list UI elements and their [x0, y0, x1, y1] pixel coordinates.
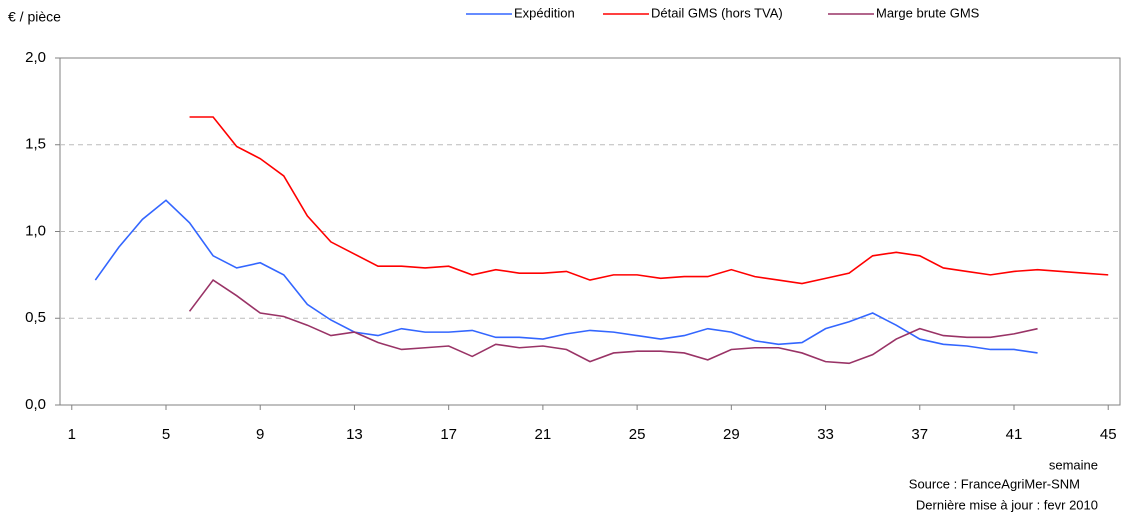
- series-line: [188, 278, 1038, 365]
- x-tick-label: 41: [1006, 426, 1023, 443]
- y-tick-label: 1,0: [25, 222, 46, 239]
- x-tick-label: 29: [723, 426, 740, 443]
- x-tick-label: 25: [629, 426, 646, 443]
- x-axis-label: semaine: [1049, 457, 1098, 472]
- update-note: Dernière mise à jour : fevr 2010: [916, 497, 1098, 512]
- y-tick-label: 1,5: [25, 136, 46, 153]
- x-tick-label: 37: [911, 426, 928, 443]
- x-tick-label: 1: [68, 426, 76, 443]
- legend-label: Expédition: [514, 5, 575, 20]
- x-tick-label: 13: [346, 426, 363, 443]
- x-tick-label: 33: [817, 426, 834, 443]
- legend-label: Détail GMS (hors TVA): [651, 5, 783, 20]
- x-tick-label: 21: [535, 426, 552, 443]
- y-tick-label: 2,0: [25, 49, 46, 66]
- legend-label: Marge brute GMS: [876, 5, 980, 20]
- y-tick-label: 0,0: [25, 396, 46, 413]
- x-tick-label: 9: [256, 426, 264, 443]
- source: Source : FranceAgriMer-SNM: [909, 476, 1080, 491]
- x-tick-label: 17: [440, 426, 457, 443]
- y-axis-label: € / pièce: [8, 9, 61, 25]
- x-tick-label: 5: [162, 426, 170, 443]
- y-tick-label: 0,5: [25, 309, 46, 326]
- series-line: [94, 199, 1038, 354]
- x-tick-label: 45: [1100, 426, 1117, 443]
- series-line: [189, 116, 1109, 285]
